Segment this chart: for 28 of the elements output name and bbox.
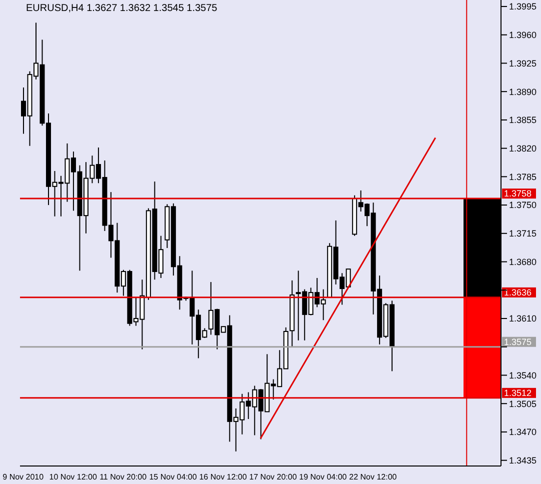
y-tick-label: 1.3715 xyxy=(509,228,537,239)
ref-line-label: 1.3575 xyxy=(504,336,532,347)
x-tick-label: 10 Nov 12:00 xyxy=(49,472,98,482)
y-tick-label: 1.3470 xyxy=(509,427,537,438)
x-tick-label: 22 Nov 12:00 xyxy=(349,472,398,482)
y-tick-label: 1.3820 xyxy=(509,144,537,154)
x-tick-label: 11 Nov 20:00 xyxy=(100,472,148,482)
x-tick-label: 16 Nov 12:00 xyxy=(199,472,248,482)
y-tick-label: 1.3505 xyxy=(509,398,537,409)
y-tick-label: 1.3995 xyxy=(509,2,537,12)
y-tick-label: 1.3960 xyxy=(509,30,537,40)
y-tick-label: 1.3925 xyxy=(509,58,537,68)
ref-line-label: 1.3758 xyxy=(504,188,532,199)
y-tick-label: 1.3750 xyxy=(509,200,537,210)
x-tick-label: 19 Nov 04:00 xyxy=(299,472,348,482)
y-tick-label: 1.3435 xyxy=(509,456,537,466)
ref-line-label: 1.3636 xyxy=(504,287,532,298)
chart-title: EURUSD,H4 1.3627 1.3632 1.3545 1.3575 xyxy=(26,3,218,14)
y-tick-label: 1.3855 xyxy=(509,115,537,126)
y-tick-label: 1.3785 xyxy=(509,172,537,182)
x-tick-label: 17 Nov 20:00 xyxy=(249,472,298,482)
y-tick-label: 1.3610 xyxy=(509,314,537,324)
x-tick-label: 9 Nov 2010 xyxy=(2,472,44,482)
ref-line-label: 1.3512 xyxy=(504,388,532,398)
x-tick-label: 15 Nov 04:00 xyxy=(149,472,198,482)
y-tick-label: 1.3680 xyxy=(509,256,537,267)
y-tick-label: 1.3540 xyxy=(509,370,537,380)
y-tick-label: 1.3890 xyxy=(509,86,537,97)
